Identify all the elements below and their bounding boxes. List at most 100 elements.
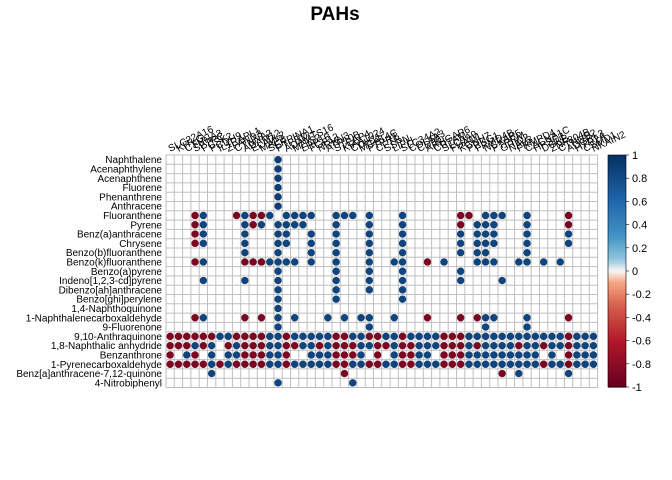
- heatmap-cell: [241, 248, 249, 257]
- heatmap-cell: [390, 351, 398, 359]
- colorbar-segment: [608, 266, 626, 270]
- heatmap-cell: [432, 332, 440, 341]
- colorbar-segment: [608, 349, 626, 353]
- heatmap-cell: [365, 341, 374, 350]
- heatmap-cell: [274, 332, 282, 341]
- colorbar-segment: [608, 166, 626, 170]
- heatmap-cell: [257, 332, 266, 341]
- heatmap-cell: [564, 360, 573, 368]
- heatmap-grid: [165, 154, 599, 388]
- heatmap-cell: [274, 183, 282, 192]
- heatmap-cell: [199, 239, 208, 248]
- heatmap-cell: [349, 351, 357, 359]
- heatmap-cell: [456, 276, 465, 285]
- heatmap-cell: [274, 174, 282, 182]
- colorbar-segment: [608, 277, 626, 281]
- colorbar-segment: [608, 224, 626, 228]
- colorbar-tick-label: 0.2: [632, 243, 647, 255]
- heatmap-cell: [307, 360, 315, 368]
- heatmap-cell: [423, 258, 432, 266]
- heatmap-cell: [232, 211, 241, 220]
- heatmap-cell: [432, 360, 440, 368]
- heatmap-cell: [373, 332, 382, 341]
- heatmap-cell: [274, 165, 282, 173]
- colorbar-segment: [608, 206, 626, 209]
- heatmap-cell: [456, 221, 465, 229]
- heatmap-cell: [224, 341, 232, 350]
- heatmap-cell: [324, 332, 332, 341]
- heatmap-cell: [332, 295, 340, 303]
- heatmap-cell: [365, 221, 374, 229]
- heatmap-cell: [407, 332, 415, 341]
- heatmap-cell: [456, 360, 465, 368]
- heatmap-cell: [481, 323, 490, 331]
- heatmap-cell: [299, 211, 307, 220]
- colorbar-segment: [608, 375, 626, 379]
- heatmap-cell: [564, 239, 573, 248]
- heatmap-cell: [307, 332, 315, 341]
- heatmap-cell: [548, 360, 556, 368]
- heatmap-cell: [357, 341, 365, 350]
- colorbar-segment: [608, 233, 626, 237]
- heatmap-cell: [257, 211, 266, 220]
- heatmap-cell: [531, 332, 540, 341]
- heatmap-cell: [481, 239, 490, 248]
- heatmap-cell: [183, 351, 191, 359]
- heatmap-cell: [191, 230, 199, 238]
- heatmap-cell: [232, 341, 241, 350]
- colorbar-segment: [608, 363, 626, 367]
- heatmap-cell: [481, 221, 490, 229]
- heatmap-cell: [191, 211, 199, 220]
- heatmap-cell: [241, 239, 249, 248]
- heatmap-cell: [365, 248, 374, 257]
- heatmap-cell: [299, 341, 307, 350]
- colorbar-segment: [608, 366, 626, 370]
- heatmap-cell: [490, 211, 498, 220]
- colorbar-segment: [608, 296, 626, 300]
- heatmap-cell: [556, 332, 564, 341]
- heatmap-cell: [490, 221, 498, 229]
- colorbar-segment: [608, 222, 626, 226]
- colorbar-segment: [608, 284, 626, 288]
- heatmap-cell: [266, 341, 274, 350]
- heatmap-cell: [390, 314, 398, 322]
- heatmap-cell: [166, 351, 174, 359]
- heatmap-cell: [515, 258, 523, 266]
- heatmap-cell: [232, 332, 241, 341]
- heatmap-cell: [531, 360, 540, 368]
- colorbar-segment: [608, 380, 626, 383]
- row-label: 1,8-Naphthalic anhydride: [51, 341, 163, 352]
- heatmap-cell: [241, 360, 249, 368]
- colorbar-segment: [608, 164, 626, 168]
- heatmap-cell: [357, 314, 365, 322]
- colorbar-segment: [608, 275, 626, 279]
- heatmap-cell: [191, 351, 199, 359]
- heatmap-cell: [490, 360, 498, 368]
- heatmap-cell: [274, 193, 282, 201]
- heatmap-cell: [249, 360, 257, 368]
- row-label: Anthracene: [111, 202, 163, 213]
- heatmap-cell: [440, 360, 448, 368]
- heatmap-cell: [216, 360, 224, 368]
- colorbar-segment: [608, 370, 626, 374]
- heatmap-cell: [340, 332, 349, 341]
- colorbar-segment: [608, 247, 626, 251]
- row-label: 1-Naphthalenecarboxaldehyde: [26, 313, 163, 324]
- colorbar-segment: [608, 159, 626, 163]
- colorbar-tick-label: -0.2: [632, 289, 651, 301]
- heatmap-cell: [349, 360, 357, 368]
- colorbar-segment: [608, 192, 626, 196]
- heatmap-cell: [274, 276, 282, 285]
- heatmap-cell: [490, 258, 498, 266]
- heatmap-cell: [564, 341, 573, 350]
- heatmap-cell: [299, 360, 307, 368]
- heatmap-cell: [564, 351, 573, 359]
- heatmap-cell: [373, 360, 382, 368]
- column-labels: SLC22A16KITLGCTNNA3SFTPCPCSK2PCDH9IL1RAP…: [167, 122, 628, 154]
- heatmap-cell: [241, 258, 249, 266]
- colorbar-segment: [608, 340, 626, 344]
- heatmap-cell: [506, 360, 515, 368]
- heatmap-cell: [581, 351, 589, 359]
- heatmap-cell: [523, 248, 531, 257]
- colorbar-segment: [608, 217, 626, 221]
